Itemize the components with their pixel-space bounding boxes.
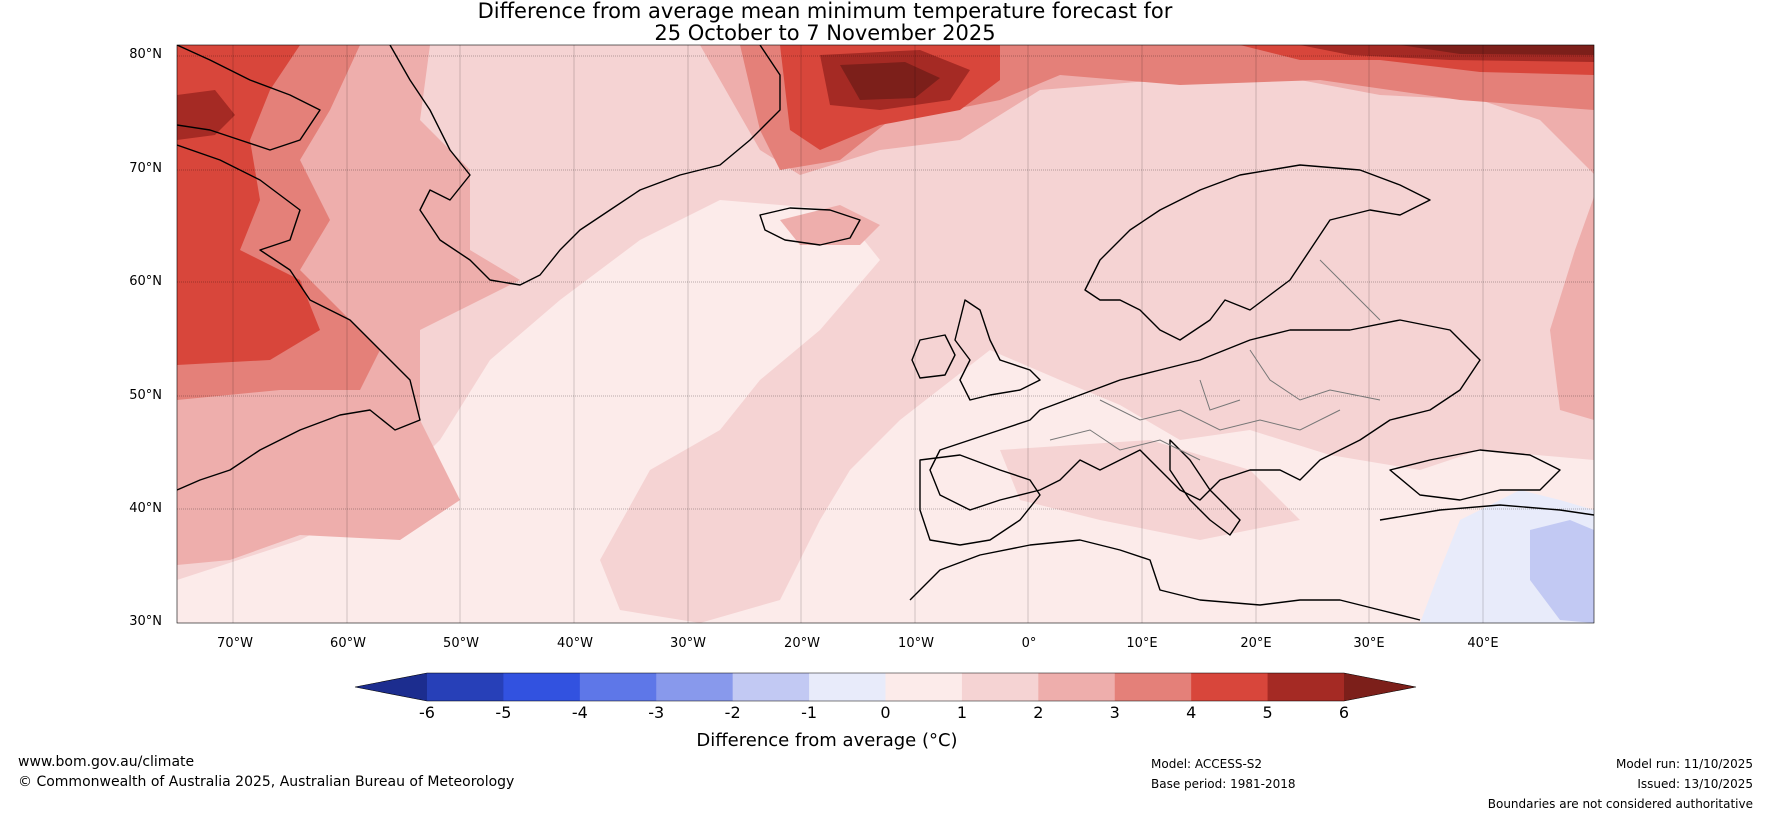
lat-label-70n: 70°N [129, 161, 162, 176]
lon-label-10e: 10°E [1126, 636, 1158, 651]
lon-label-20w: 20°W [784, 636, 820, 651]
lon-label-30e: 30°E [1353, 636, 1385, 651]
colorbar [354, 672, 1417, 702]
coast-baffin [177, 45, 321, 151]
lon-label-40w: 40°W [557, 636, 593, 651]
meridians [232, 45, 1484, 623]
colorbar-tick-label: 4 [1186, 703, 1197, 722]
borders [1049, 259, 1381, 461]
colorbar-tick-label: -4 [571, 703, 588, 722]
colorbar-segment [427, 673, 504, 701]
colorbar-label: Difference from average (°C) [696, 730, 958, 751]
lon-label-70w: 70°W [217, 636, 253, 651]
coast-labrador [177, 144, 421, 491]
coast-ireland [911, 334, 956, 379]
footer-copyright: © Commonwealth of Australia 2025, Austra… [18, 774, 515, 790]
anomaly-region-neg2to1 [1530, 520, 1594, 623]
coast-iceland [759, 207, 861, 246]
lat-label-80n: 80°N [129, 47, 162, 62]
lat-label-50n: 50°N [129, 388, 162, 403]
colorbar-tick-label: -3 [648, 703, 665, 722]
colorbar-segment [579, 673, 657, 701]
lon-label-60w: 60°W [330, 636, 366, 651]
footer-disclaimer: Boundaries are not considered authoritat… [1487, 797, 1753, 811]
colorbar-tick-label: 5 [1262, 703, 1273, 722]
lat-label-40n: 40°N [129, 501, 162, 516]
colorbar-tick-label: 2 [1033, 703, 1044, 722]
colorbar-tick-label: -1 [801, 703, 818, 722]
anomaly-region-1to2 [177, 45, 1594, 623]
anomaly-region-6plus-b [1400, 45, 1594, 55]
colorbar-segment [656, 673, 734, 701]
map-frame [176, 44, 1595, 624]
colorbar-tick-label: -6 [419, 703, 435, 722]
coast-britain [954, 299, 1041, 401]
lat-label-30n: 30°N [129, 614, 162, 629]
anomaly-region-2to3-b [700, 45, 1594, 420]
colorbar-segment [503, 673, 581, 701]
lon-label-20e: 20°E [1240, 636, 1272, 651]
footer-model: Model: ACCESS-S2 [1151, 757, 1263, 771]
coast-greenland [389, 45, 781, 286]
colorbar-segment [1191, 673, 1269, 701]
colorbar-segment [885, 673, 963, 701]
chart-title-line1: Difference from average mean minimum tem… [477, 0, 1173, 23]
coast-north-africa [909, 539, 1421, 621]
anomaly-region-2to3-c [780, 205, 880, 245]
colorbar-tick-label: 6 [1338, 703, 1350, 722]
colorbar-segment [1038, 673, 1116, 701]
coast-iberia [919, 454, 1041, 546]
colorbar-segment [1267, 673, 1345, 701]
lon-label-40e: 40°E [1467, 636, 1499, 651]
footer-issued: Issued: 13/10/2025 [1637, 777, 1753, 791]
footer-website[interactable]: www.bom.gov.au/climate [18, 754, 195, 770]
colorbar-extend-high [1344, 673, 1416, 701]
colorbar-segment [732, 673, 810, 701]
colorbar-tick-label: 1 [956, 703, 967, 722]
colorbar-extend-low [355, 673, 427, 701]
anomaly-region-6plus [840, 62, 940, 100]
map-area [177, 45, 1594, 623]
coast-black-sea [1389, 449, 1561, 501]
coast-europe [929, 319, 1481, 511]
lat-label-60n: 60°N [129, 274, 162, 289]
colorbar-tick-label: 0 [880, 703, 891, 722]
footer-model-run: Model run: 11/10/2025 [1615, 757, 1753, 771]
coast-italy [1169, 439, 1241, 536]
footer-base-period: Base period: 1981-2018 [1151, 777, 1296, 791]
colorbar-tick-label: -5 [495, 703, 512, 722]
colorbar-segment [809, 673, 886, 701]
colorbar-tick-label: -2 [724, 703, 741, 722]
lon-label-50w: 50°W [443, 636, 479, 651]
coastlines [177, 45, 1594, 621]
colorbar-outline [354, 672, 1417, 702]
colorbar-segment [961, 673, 1039, 701]
coast-turkey [1379, 504, 1594, 521]
lon-label-30w: 30°W [670, 636, 706, 651]
lon-label-10w: 10°W [898, 636, 934, 651]
chart-title-line2: 25 October to 7 November 2025 [654, 21, 996, 45]
lon-label-0: 0° [1021, 636, 1037, 651]
colorbar-tick-label: 3 [1109, 703, 1120, 722]
coast-norway [1084, 164, 1431, 341]
colorbar-segment [1114, 673, 1192, 701]
